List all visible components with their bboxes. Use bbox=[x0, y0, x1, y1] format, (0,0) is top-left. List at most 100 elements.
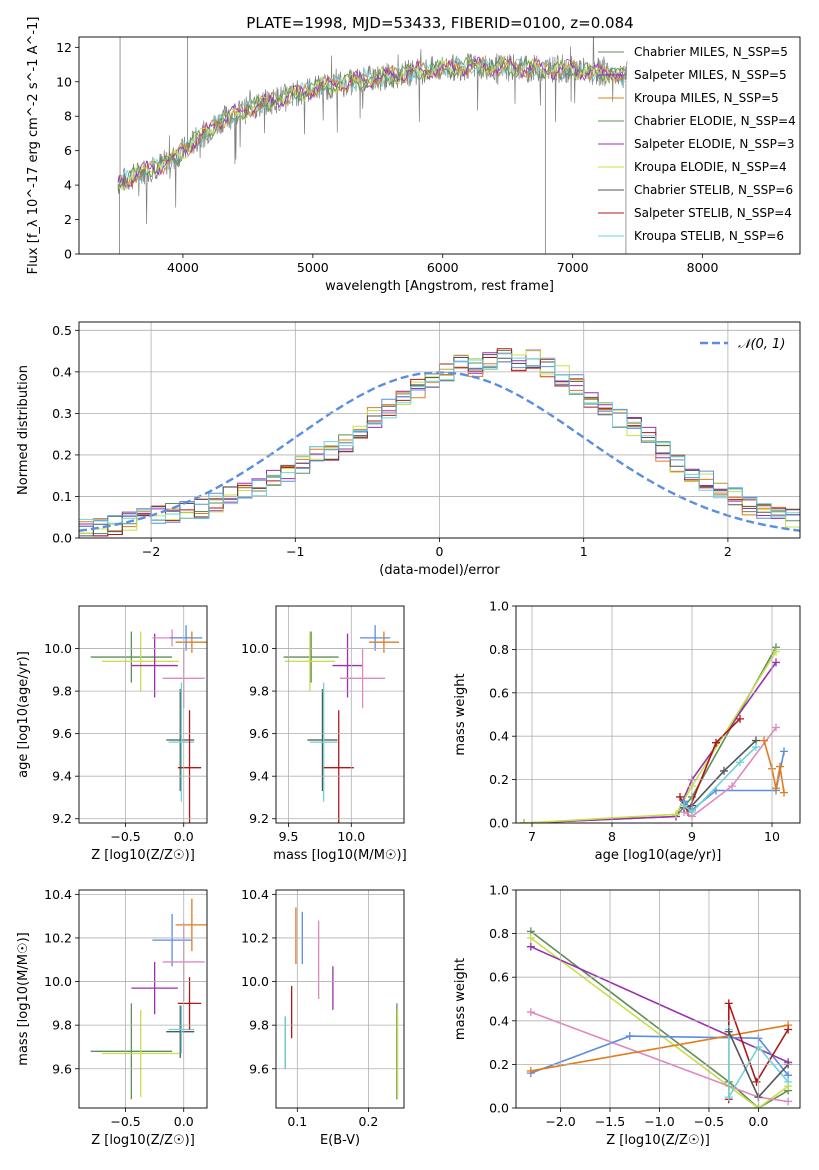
data-spectrum bbox=[117, 37, 628, 225]
weight-line bbox=[530, 937, 789, 1108]
x-tick-label: 0.0 bbox=[174, 829, 194, 844]
x-tick-label: 10 bbox=[764, 829, 780, 844]
weight-marker bbox=[736, 714, 744, 723]
chart-mass_vs_Z: −0.5 0.0 9.6 9.8 10.0 10.2 10.4 Z [log10(Z/Z☉)]… bbox=[16, 887, 208, 1148]
y-tick-label: 0.2 bbox=[489, 1057, 509, 1072]
weight-line bbox=[523, 651, 777, 823]
legend-entry: Kroupa STELIB, N_SSP=6 bbox=[634, 229, 784, 243]
weight-marker bbox=[760, 736, 768, 745]
y-tick-label: 9.8 bbox=[52, 1018, 72, 1033]
y-tick-label: 0.2 bbox=[52, 447, 72, 462]
weight-marker bbox=[625, 1032, 634, 1041]
weight-marker bbox=[526, 1008, 535, 1017]
axes-frame bbox=[515, 889, 801, 1109]
x-axis-label: (data-model)/error bbox=[379, 563, 500, 578]
y-tick-label: 0.4 bbox=[489, 1013, 509, 1028]
x-axis-label: Z [log10(Z/Z☉)] bbox=[91, 1133, 195, 1148]
weight-line bbox=[683, 727, 777, 818]
legend-entry: 𝒩(0, 1) bbox=[738, 337, 785, 352]
weight-marker bbox=[780, 747, 788, 756]
legend: Chabrier MILES, N_SSP=5 Salpeter MILES, N… bbox=[598, 45, 796, 243]
chart-mass_weight_vs_age: 7 8 9 10 0.0 0.2 0.4 0.6 0.8 1.0 age [log10(age/yr… bbox=[453, 599, 801, 863]
x-tick-label: 6000 bbox=[427, 260, 459, 275]
axes-frame bbox=[275, 605, 405, 824]
weight-marker bbox=[520, 819, 528, 823]
y-tick-label: 10 bbox=[56, 74, 72, 89]
legend-entry: Chabrier STELIB, N_SSP=6 bbox=[634, 183, 793, 197]
x-tick-label: −0.5 bbox=[110, 1114, 140, 1129]
plot-area bbox=[117, 37, 628, 254]
x-tick-label: 1 bbox=[580, 544, 588, 559]
weight-marker bbox=[772, 784, 780, 793]
x-axis-label: age [log10(age/yr)] bbox=[595, 848, 722, 863]
weight-line bbox=[523, 646, 777, 823]
y-tick-label: 10.4 bbox=[44, 887, 72, 902]
y-tick-label: 0.6 bbox=[489, 685, 509, 700]
x-tick-label: 4000 bbox=[167, 260, 199, 275]
y-tick-label: 6 bbox=[64, 143, 72, 158]
y-tick-label: 9.8 bbox=[249, 1018, 269, 1033]
model-spectrum bbox=[117, 56, 626, 191]
weight-marker bbox=[720, 766, 728, 775]
plot-area bbox=[284, 907, 399, 1100]
x-tick-label: 0 bbox=[436, 544, 444, 559]
weight-marker bbox=[676, 792, 684, 801]
weight-marker bbox=[736, 758, 744, 767]
y-tick-label: 9.8 bbox=[249, 684, 269, 699]
y-tick-label: 10.4 bbox=[241, 887, 269, 902]
x-tick-label: 10.0 bbox=[337, 829, 365, 844]
y-tick-label: 0.0 bbox=[489, 816, 509, 831]
axes-frame bbox=[78, 321, 801, 539]
x-tick-label: −0.5 bbox=[110, 829, 140, 844]
x-tick-label: 8 bbox=[608, 829, 616, 844]
weight-marker bbox=[724, 999, 733, 1008]
axes-frame bbox=[275, 889, 405, 1109]
weight-marker bbox=[752, 1077, 761, 1086]
plot-area bbox=[520, 643, 788, 823]
y-tick-label: 10.0 bbox=[241, 974, 269, 989]
y-tick-label: 0.3 bbox=[52, 406, 72, 421]
weight-marker bbox=[772, 723, 780, 732]
y-tick-label: 9.6 bbox=[52, 726, 72, 741]
x-tick-label: −0.5 bbox=[694, 1114, 724, 1129]
weight-marker bbox=[728, 782, 736, 791]
legend-entry: Chabrier ELODIE, N_SSP=4 bbox=[634, 114, 796, 128]
chart-residuals: −2 −1 0 1 2 0.0 0.1 0.2 0.3 0.4 0.5 (data-model)/er… bbox=[16, 321, 801, 578]
weight-marker bbox=[672, 810, 680, 819]
weight-marker bbox=[772, 658, 780, 667]
x-tick-label: 0.2 bbox=[358, 1114, 378, 1129]
x-axis-label: wavelength [Angstrom, rest frame] bbox=[325, 279, 554, 294]
weight-line bbox=[683, 746, 757, 814]
weight-marker bbox=[776, 762, 784, 771]
plot-area bbox=[90, 898, 207, 1100]
x-tick-label: −1 bbox=[286, 544, 304, 559]
x-tick-label: 8000 bbox=[687, 260, 719, 275]
y-tick-label: 10.0 bbox=[44, 974, 72, 989]
y-axis-label: mass [log10(M/M☉)] bbox=[16, 932, 31, 1065]
x-tick-label: 2 bbox=[724, 544, 732, 559]
x-axis-label: Z [log10(Z/Z☉)] bbox=[91, 848, 195, 863]
chart-age_vs_mass: 9.5 10.0 9.2 9.4 9.6 9.8 10.0 mass [log10(M/M☉)… bbox=[241, 605, 407, 863]
y-tick-label: 0 bbox=[64, 247, 72, 262]
x-axis-label: E(B-V) bbox=[320, 1133, 360, 1148]
chart-spectrum: 4000 5000 6000 7000 8000 0 2 4 6 8 10 12 wavelength … bbox=[26, 17, 801, 294]
y-tick-label: 9.2 bbox=[249, 811, 269, 826]
legend-entry: Chabrier MILES, N_SSP=5 bbox=[634, 45, 788, 59]
x-tick-label: 0.0 bbox=[174, 1114, 194, 1129]
y-axis-label: Flux [f_λ 10^-17 erg cm^-2 s^-1 A^-1] bbox=[26, 17, 41, 275]
chart-mass_vs_EBV: 0.1 0.2 9.6 9.8 10.0 10.2 10.4 E(B-V) bbox=[241, 887, 405, 1148]
weight-marker bbox=[752, 743, 760, 752]
weight-marker bbox=[772, 647, 780, 656]
y-tick-label: 9.2 bbox=[52, 811, 72, 826]
axes-frame bbox=[78, 889, 208, 1109]
x-tick-label: −2.0 bbox=[545, 1114, 575, 1129]
weight-marker bbox=[784, 1097, 793, 1106]
y-axis-label: mass weight bbox=[453, 673, 468, 755]
y-tick-label: 8 bbox=[64, 109, 72, 124]
weight-marker bbox=[526, 1066, 535, 1075]
axes-frame bbox=[78, 36, 801, 255]
plot-area bbox=[90, 625, 207, 823]
y-tick-label: 2 bbox=[64, 212, 72, 227]
x-tick-label: 0.0 bbox=[748, 1114, 768, 1129]
